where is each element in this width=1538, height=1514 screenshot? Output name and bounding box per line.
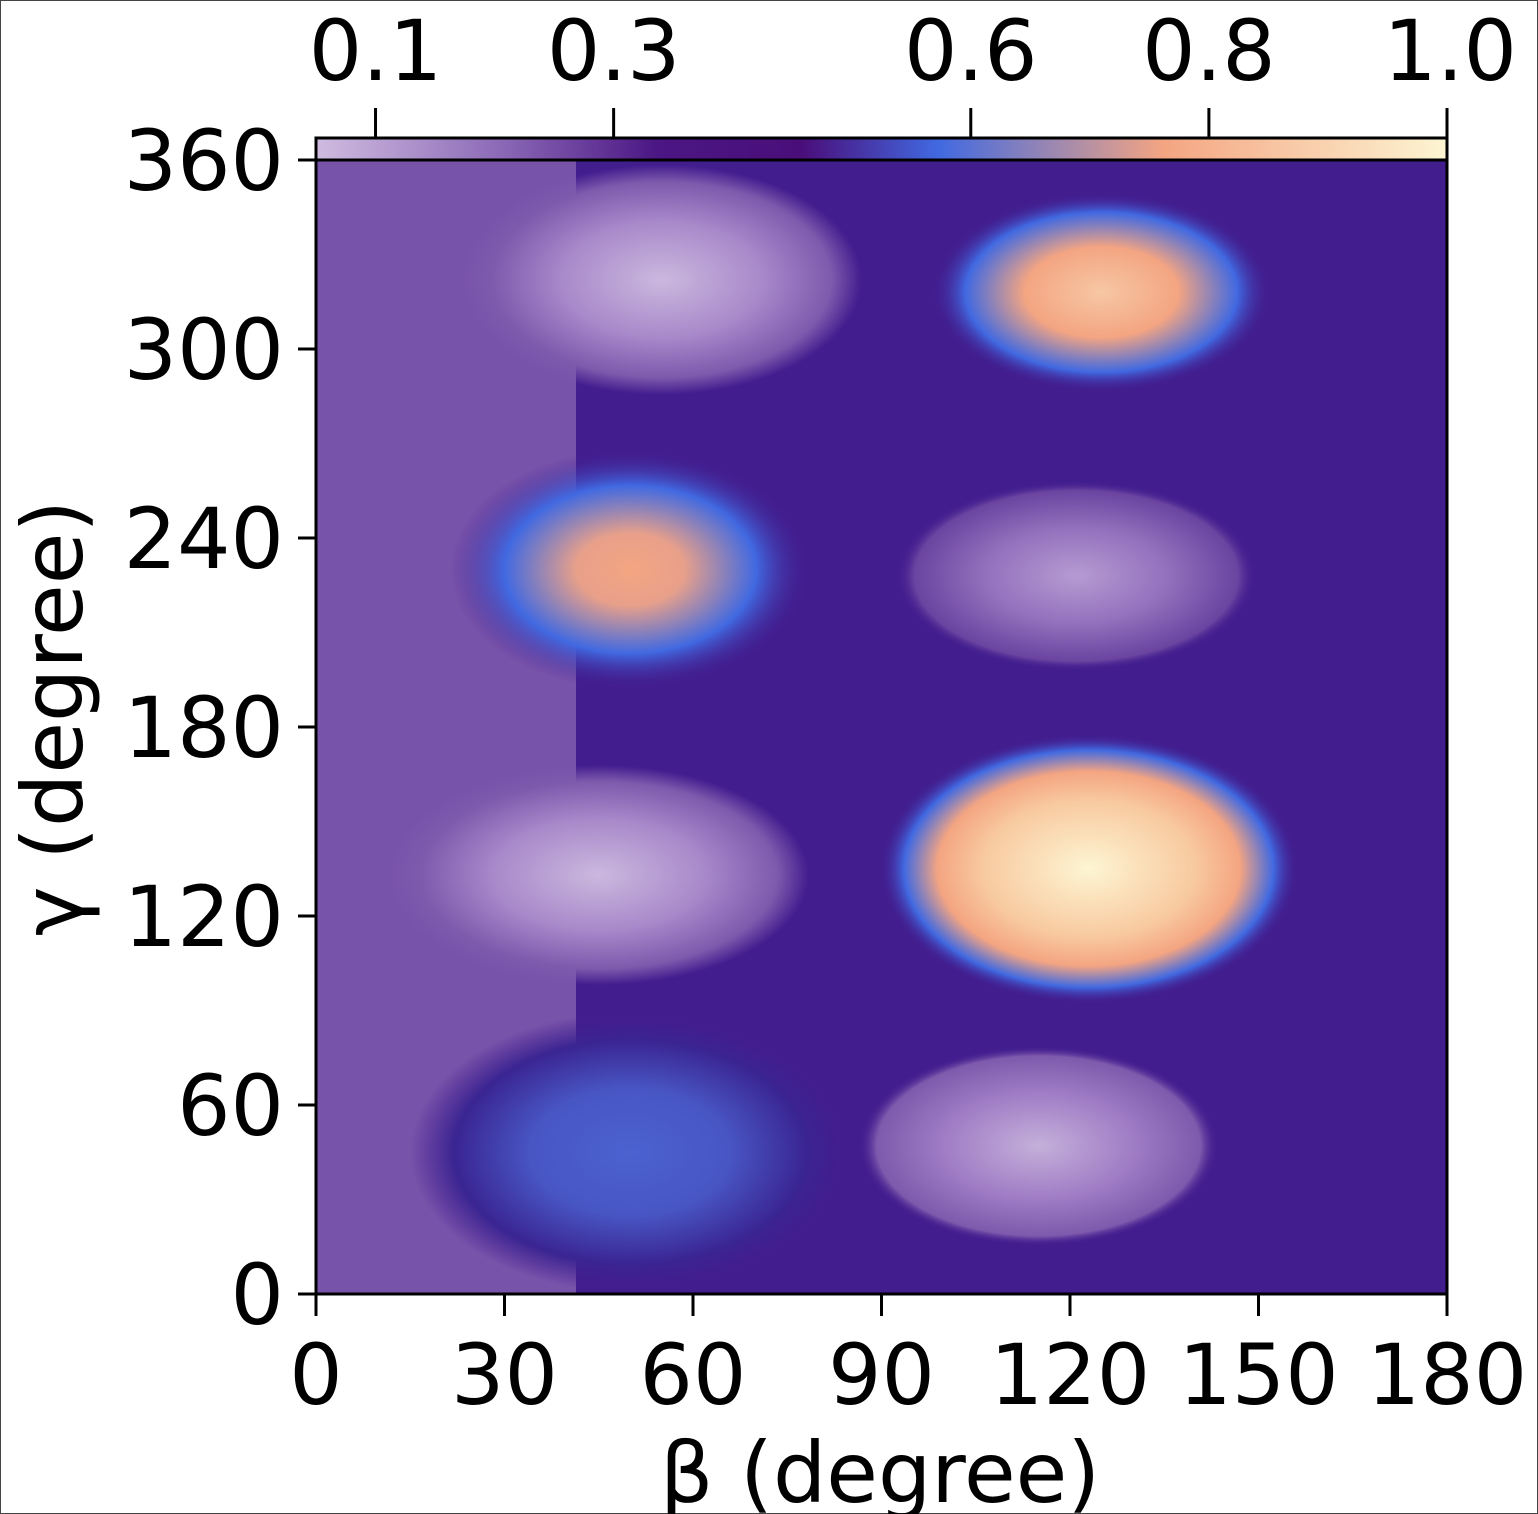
x-tick-label: 0 <box>289 1326 342 1424</box>
heatmap-area <box>316 160 1447 1294</box>
heatmap-peak <box>388 765 809 986</box>
heatmap-peak <box>858 1045 1219 1246</box>
y-axis-ticks: 0 60 120 180 240 300 360 <box>124 112 316 1344</box>
y-tick-label: 60 <box>177 1057 284 1155</box>
colorbar-ticks: 0.1 0.3 0.6 0.8 1.0 <box>309 2 1517 138</box>
heatmap-peak <box>461 164 862 395</box>
y-tick-label: 0 <box>231 1246 284 1344</box>
colorbar-tick-label: 1.0 <box>1383 2 1517 100</box>
colorbar-tick-label: 0.3 <box>547 2 681 100</box>
y-tick-label: 180 <box>124 679 284 777</box>
colorbar-tick-label: 0.1 <box>309 2 443 100</box>
x-tick-label: 120 <box>990 1326 1150 1424</box>
x-axis-ticks: 0 30 60 90 120 150 180 <box>289 1294 1527 1424</box>
heatmap-peak <box>931 192 1272 393</box>
x-tick-label: 90 <box>828 1326 935 1424</box>
y-tick-label: 120 <box>124 868 284 966</box>
colorbar-tick-label: 0.8 <box>1142 2 1276 100</box>
colorbar <box>314 136 1449 162</box>
colorbar-tick-label: 0.6 <box>904 2 1038 100</box>
heatmap-peak <box>410 1012 851 1293</box>
y-tick-label: 300 <box>124 301 284 399</box>
x-tick-label: 180 <box>1367 1326 1527 1424</box>
y-tick-label: 360 <box>124 112 284 210</box>
x-tick-label: 30 <box>451 1326 558 1424</box>
heatmap-peak <box>896 480 1257 671</box>
x-axis-label: β (degree) <box>660 1424 1100 1514</box>
x-tick-label: 150 <box>1178 1326 1338 1424</box>
heatmap-peak <box>878 733 1299 1004</box>
y-axis-label: γ (degree) <box>4 500 102 936</box>
y-tick-label: 240 <box>124 490 284 588</box>
heatmap-peak <box>450 449 811 690</box>
x-tick-label: 60 <box>640 1326 747 1424</box>
